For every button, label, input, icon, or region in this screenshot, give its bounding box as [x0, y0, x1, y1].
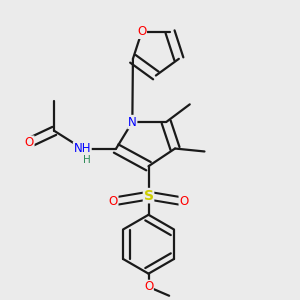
Text: O: O — [25, 136, 34, 149]
Text: O: O — [144, 280, 153, 293]
Text: H: H — [83, 155, 91, 165]
Text: S: S — [143, 189, 154, 202]
Text: NH: NH — [74, 142, 91, 155]
Text: O: O — [137, 25, 146, 38]
Text: O: O — [109, 195, 118, 208]
Text: O: O — [179, 195, 188, 208]
Text: N: N — [128, 116, 137, 128]
